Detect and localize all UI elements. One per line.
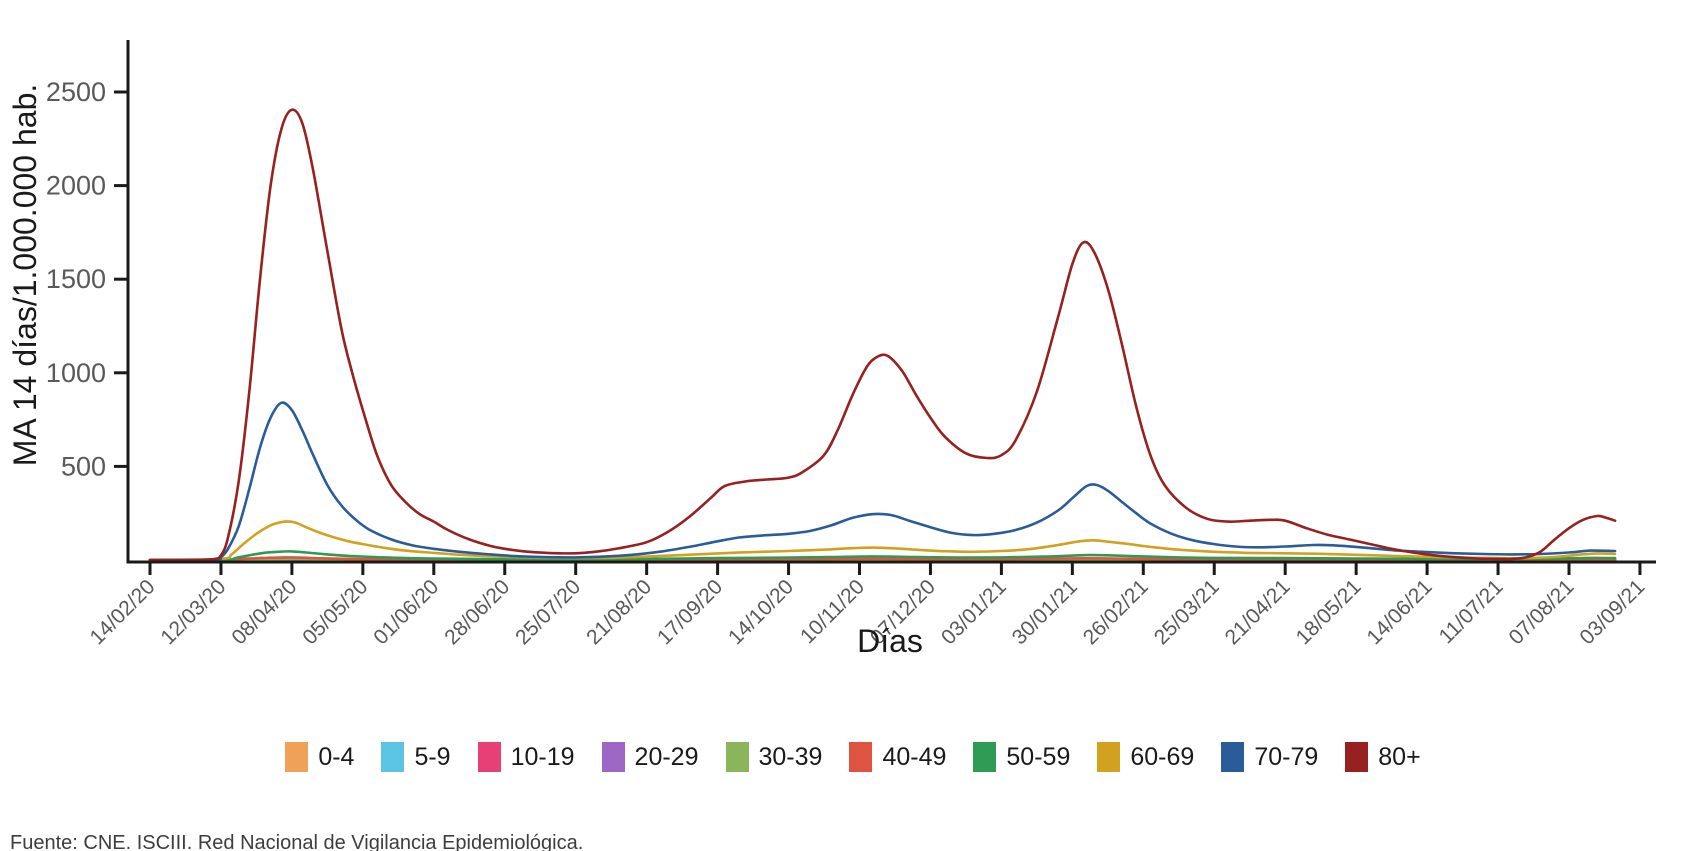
- series-lines: [148, 108, 1617, 562]
- source-note: Fuente: CNE. ISCIII. Red Nacional de Vig…: [10, 832, 584, 851]
- y-tick-label: 500: [61, 451, 106, 481]
- legend-swatch: [381, 742, 405, 772]
- axis-spines: [126, 40, 1656, 564]
- x-tick-label: 03/09/21: [1575, 575, 1649, 649]
- legend-label: 80+: [1378, 743, 1421, 771]
- legend-swatch: [849, 742, 873, 772]
- chart-legend: 0-4 5-9 10-19 20-29 30-39 40-49 50-59 60-69 70-7…: [0, 742, 1706, 772]
- legend-label: 5-9: [414, 743, 451, 771]
- legend-label: 40-49: [882, 743, 947, 771]
- y-tick-label: 2000: [46, 171, 106, 201]
- legend-swatch: [477, 742, 501, 772]
- legend-swatch: [601, 742, 625, 772]
- legend-swatch: [1097, 742, 1121, 772]
- x-tick-label: 14/06/21: [1363, 575, 1437, 649]
- x-tick-label: 01/06/20: [369, 575, 443, 649]
- chart-plot: 500 1000 1500 2000 2500 14/02/2012/03/2008/0…: [7, 40, 1656, 659]
- x-tick-label: 28/06/20: [440, 575, 514, 649]
- legend-swatch: [1221, 742, 1245, 772]
- legend-label: 10-19: [510, 743, 575, 771]
- y-axis-ticks: 500 1000 1500 2000 2500: [46, 77, 128, 481]
- legend-swatch: [973, 742, 997, 772]
- legend-item-70-79: 70-79: [1221, 742, 1318, 772]
- x-tick-label: 25/03/21: [1150, 575, 1224, 649]
- legend-swatch: [725, 742, 749, 772]
- legend-item-30-39: 30-39: [725, 742, 823, 772]
- x-tick-label: 25/07/20: [511, 575, 585, 649]
- series-line-80+: [148, 108, 1617, 562]
- x-tick-label: 30/01/21: [1008, 575, 1082, 649]
- x-tick-label: 03/01/21: [937, 575, 1011, 649]
- legend-swatch: [285, 742, 309, 772]
- legend-label: 20-29: [634, 743, 699, 771]
- legend-item-60-69: 60-69: [1097, 742, 1194, 772]
- legend-item-80+: 80+: [1345, 742, 1421, 772]
- legend-label: 70-79: [1254, 743, 1319, 771]
- legend-item-0-4: 0-4: [285, 742, 354, 772]
- x-tick-label: 17/09/20: [653, 575, 727, 649]
- x-tick-label: 21/08/20: [582, 575, 656, 649]
- legend-item-40-49: 40-49: [849, 742, 946, 772]
- y-tick-label: 2500: [46, 77, 106, 107]
- x-axis-title: Días: [857, 623, 923, 659]
- legend-item-50-59: 50-59: [973, 742, 1070, 772]
- y-tick-label: 1000: [46, 358, 106, 388]
- x-tick-label: 08/04/20: [227, 575, 301, 649]
- x-tick-label: 18/05/21: [1292, 575, 1366, 649]
- x-tick-label: 07/08/21: [1504, 575, 1578, 649]
- x-tick-label: 26/02/21: [1079, 575, 1153, 649]
- series-line-70-79: [148, 401, 1617, 562]
- legend-label: 30-39: [758, 743, 823, 771]
- y-axis-title: MA 14 días/1.000.000 hab.: [7, 84, 43, 467]
- series-line-60-69: [148, 520, 1617, 562]
- y-tick-label: 1500: [46, 264, 106, 294]
- x-tick-label: 21/04/21: [1221, 575, 1295, 649]
- legend-label: 0-4: [318, 743, 355, 771]
- legend-label: 60-69: [1130, 743, 1195, 771]
- legend-swatch: [1345, 742, 1369, 772]
- x-tick-label: 14/02/20: [85, 575, 159, 649]
- x-tick-label: 14/10/20: [724, 575, 798, 649]
- legend-item-20-29: 20-29: [601, 742, 699, 772]
- x-tick-label: 12/03/20: [156, 575, 230, 649]
- legend-item-5-9: 5-9: [381, 742, 451, 772]
- legend-item-10-19: 10-19: [477, 742, 575, 772]
- x-tick-label: 11/07/21: [1435, 575, 1508, 648]
- x-tick-label: 05/05/20: [298, 575, 372, 649]
- series-line-50-59: [148, 550, 1617, 562]
- legend-label: 50-59: [1006, 743, 1071, 771]
